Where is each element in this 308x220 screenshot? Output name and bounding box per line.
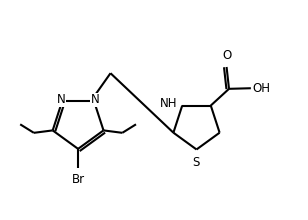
Text: NH: NH bbox=[160, 97, 178, 110]
Text: S: S bbox=[192, 156, 200, 169]
Text: N: N bbox=[91, 94, 100, 106]
Text: Br: Br bbox=[71, 173, 85, 186]
Text: OH: OH bbox=[252, 82, 270, 95]
Text: N: N bbox=[56, 94, 65, 106]
Text: O: O bbox=[222, 48, 231, 62]
